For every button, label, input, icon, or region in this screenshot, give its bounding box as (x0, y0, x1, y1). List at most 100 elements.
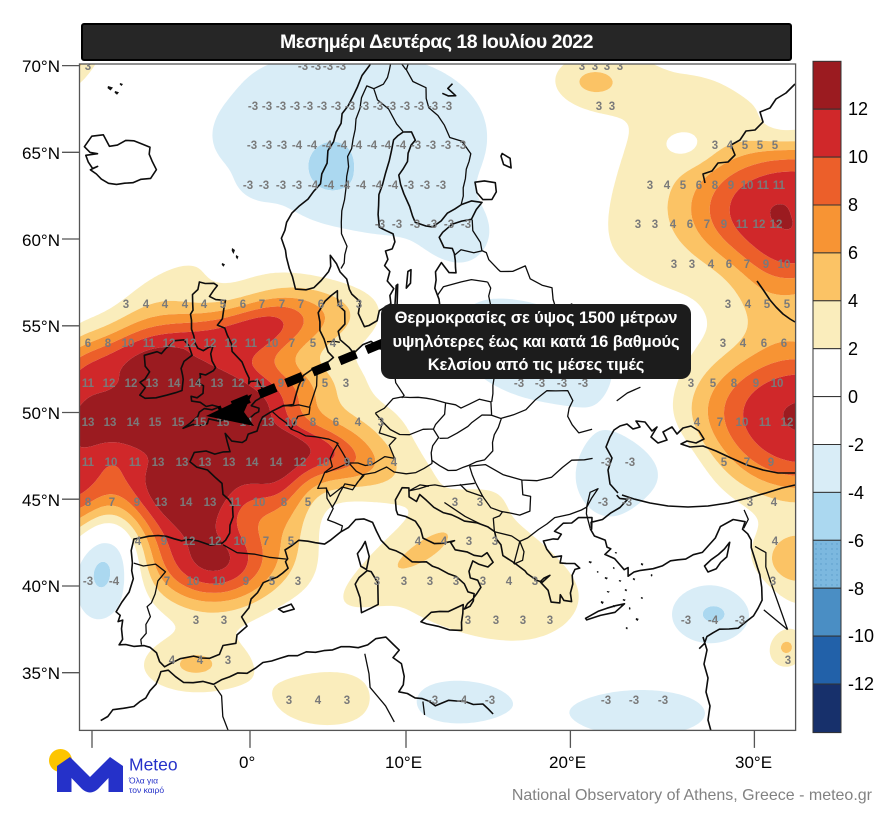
svg-text:8: 8 (848, 195, 858, 215)
svg-text:3: 3 (770, 576, 776, 588)
svg-text:3: 3 (427, 576, 433, 588)
svg-text:-4: -4 (457, 695, 468, 707)
svg-text:9: 9 (728, 180, 734, 192)
svg-text:-4: -4 (109, 576, 120, 588)
svg-text:3: 3 (688, 378, 694, 390)
svg-text:-3: -3 (298, 61, 308, 73)
svg-text:-4: -4 (381, 140, 392, 152)
svg-text:10: 10 (105, 457, 118, 469)
svg-text:15: 15 (194, 417, 207, 429)
svg-text:3: 3 (725, 299, 731, 311)
svg-text:3: 3 (225, 655, 231, 667)
svg-text:9: 9 (161, 536, 167, 548)
svg-text:13: 13 (176, 457, 189, 469)
svg-text:13: 13 (199, 457, 212, 469)
svg-text:Meteo: Meteo (129, 755, 178, 775)
svg-text:-3: -3 (243, 180, 253, 192)
svg-text:7: 7 (259, 299, 265, 311)
svg-text:6: 6 (333, 417, 339, 429)
svg-text:5: 5 (305, 497, 312, 509)
svg-text:11: 11 (82, 378, 95, 390)
svg-text:13: 13 (204, 497, 217, 509)
svg-text:-3: -3 (578, 378, 588, 390)
svg-text:3: 3 (480, 576, 486, 588)
svg-text:-4: -4 (372, 180, 383, 192)
svg-text:13: 13 (104, 417, 117, 429)
svg-text:3: 3 (547, 615, 553, 627)
svg-text:13: 13 (146, 378, 159, 390)
svg-text:15: 15 (172, 417, 185, 429)
svg-text:8: 8 (105, 338, 112, 350)
svg-text:12: 12 (184, 338, 197, 350)
svg-text:4: 4 (182, 299, 189, 311)
svg-text:10: 10 (848, 147, 868, 167)
svg-text:-3: -3 (535, 378, 545, 390)
svg-text:9: 9 (721, 219, 727, 231)
svg-text:3: 3 (652, 219, 658, 231)
svg-text:3: 3 (785, 655, 791, 667)
svg-text:-3: -3 (247, 140, 257, 152)
svg-text:12: 12 (294, 457, 307, 469)
svg-text:9: 9 (763, 259, 769, 271)
svg-text:-4: -4 (308, 180, 319, 192)
svg-text:6: 6 (726, 259, 732, 271)
svg-text:3: 3 (671, 259, 677, 271)
svg-text:-3: -3 (629, 695, 639, 707)
svg-text:12: 12 (183, 536, 196, 548)
svg-text:-2: -2 (848, 435, 864, 455)
svg-text:14: 14 (180, 497, 193, 509)
svg-text:-3: -3 (292, 180, 302, 192)
svg-text:-4: -4 (848, 483, 864, 503)
svg-text:-3: -3 (404, 180, 414, 192)
svg-text:-3: -3 (461, 219, 471, 231)
svg-text:5: 5 (721, 457, 728, 469)
svg-text:-3: -3 (514, 378, 524, 390)
svg-text:5: 5 (784, 299, 791, 311)
svg-text:8: 8 (310, 417, 317, 429)
svg-text:7: 7 (744, 457, 750, 469)
svg-text:12: 12 (204, 338, 217, 350)
svg-text:4: 4 (391, 457, 398, 469)
svg-text:-3: -3 (420, 180, 430, 192)
svg-text:12: 12 (753, 219, 766, 231)
svg-text:5: 5 (680, 180, 687, 192)
svg-text:τον καιρό: τον καιρό (129, 785, 164, 795)
svg-text:-3: -3 (427, 219, 437, 231)
svg-text:-3: -3 (735, 615, 745, 627)
svg-text:-12: -12 (848, 674, 874, 694)
svg-text:7: 7 (289, 338, 295, 350)
svg-text:11: 11 (759, 417, 772, 429)
svg-text:-3: -3 (414, 101, 424, 113)
svg-text:-3: -3 (248, 101, 258, 113)
svg-text:3: 3 (477, 497, 483, 509)
svg-text:4: 4 (694, 417, 701, 429)
svg-text:3: 3 (453, 576, 459, 588)
svg-text:4: 4 (135, 536, 142, 548)
svg-text:-3: -3 (658, 695, 668, 707)
svg-text:3: 3 (520, 615, 526, 627)
svg-text:11: 11 (143, 338, 156, 350)
svg-text:-3: -3 (317, 101, 327, 113)
svg-text:15: 15 (149, 417, 162, 429)
svg-text:11: 11 (229, 497, 242, 509)
svg-text:8: 8 (731, 378, 738, 390)
svg-text:3: 3 (720, 338, 726, 350)
svg-text:-3: -3 (622, 497, 632, 509)
svg-text:10: 10 (317, 457, 330, 469)
svg-text:14: 14 (189, 378, 202, 390)
svg-text:3: 3 (452, 497, 458, 509)
svg-text:7: 7 (279, 299, 285, 311)
svg-text:-4: -4 (322, 140, 333, 152)
svg-text:11: 11 (254, 378, 267, 390)
svg-text:-3: -3 (681, 615, 691, 627)
svg-text:7: 7 (109, 497, 115, 509)
svg-text:10: 10 (285, 417, 298, 429)
svg-text:3: 3 (356, 299, 362, 311)
svg-text:3: 3 (532, 576, 538, 588)
svg-text:-4: -4 (356, 180, 367, 192)
svg-text:5: 5 (322, 378, 329, 390)
svg-text:-3: -3 (410, 219, 420, 231)
svg-text:4: 4 (708, 259, 715, 271)
svg-text:10: 10 (234, 536, 247, 548)
svg-text:3: 3 (609, 101, 615, 113)
